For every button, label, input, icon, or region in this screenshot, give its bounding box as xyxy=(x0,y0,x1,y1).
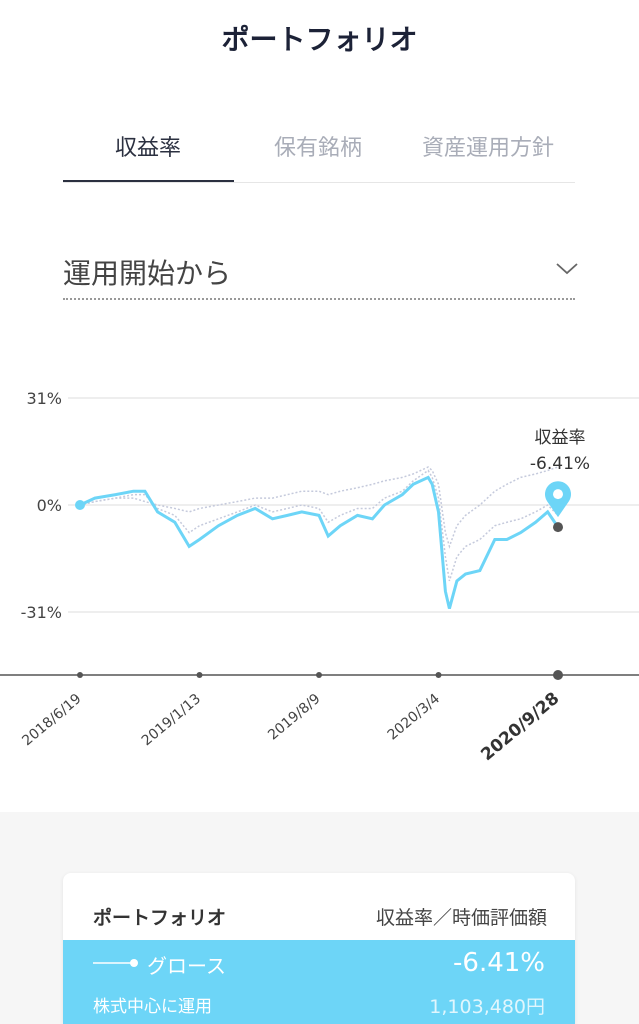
x-tick-label: 2019/1/13 xyxy=(139,691,204,749)
card-header-name: ポートフォリオ xyxy=(93,907,227,929)
card-header-metric: 収益率／時価評価額 xyxy=(375,907,547,929)
dropdown-label[interactable]: 運用開始から xyxy=(63,257,232,290)
x-tick xyxy=(316,672,322,678)
dropdown-underline xyxy=(63,298,575,300)
dropdown-arrow[interactable] xyxy=(555,260,579,276)
marker-pin-dot xyxy=(553,489,563,500)
summary-card: ポートフォリオ 収益率／時価評価額 グロース -6.41% 株式中心に運用 1,… xyxy=(63,873,575,1024)
x-tick-label: 2019/8/9 xyxy=(265,691,323,744)
benchmark-line xyxy=(79,469,559,582)
tab-divider xyxy=(63,182,575,183)
marker-pin xyxy=(545,481,572,518)
x-tick-label: 2020/9/28 xyxy=(477,689,563,766)
legend-icon xyxy=(93,959,138,967)
x-tick-label: 2018/6/19 xyxy=(19,691,84,749)
x-tick xyxy=(77,672,83,678)
portfolio-row[interactable]: グロース -6.41% 株式中心に運用 1,103,480円 xyxy=(63,940,575,1024)
tab-indicator xyxy=(63,180,234,182)
portfolio-value: 1,103,480円 xyxy=(429,996,545,1018)
x-tick xyxy=(435,672,442,678)
tab[interactable]: 保有銘柄 xyxy=(273,136,362,161)
x-tick xyxy=(553,670,563,680)
y-tick-label: 0% xyxy=(37,496,62,515)
end-point xyxy=(553,522,563,533)
series-line xyxy=(79,475,560,609)
chart: 31% 0% -31% 2018/6/19 2019/1/13 2019/8/9 2020/… xyxy=(0,389,639,766)
callout-title: 収益率 xyxy=(535,428,586,448)
start-point xyxy=(75,500,85,510)
callout-value: -6.41% xyxy=(530,454,590,474)
tab[interactable]: 収益率 xyxy=(114,136,181,161)
benchmark-line xyxy=(79,466,559,549)
y-tick-label: 31% xyxy=(26,389,62,408)
x-tick-label: 2020/3/4 xyxy=(385,691,444,744)
y-tick-label: -31% xyxy=(21,603,62,622)
page-title: ポートフォリオ xyxy=(221,23,418,56)
x-tick xyxy=(196,672,203,678)
portfolio-description: 株式中心に運用 xyxy=(93,997,212,1017)
portfolio-name: グロース xyxy=(147,954,226,978)
tab[interactable]: 資産運用方針 xyxy=(421,136,554,161)
portfolio-return: -6.41% xyxy=(453,948,545,978)
